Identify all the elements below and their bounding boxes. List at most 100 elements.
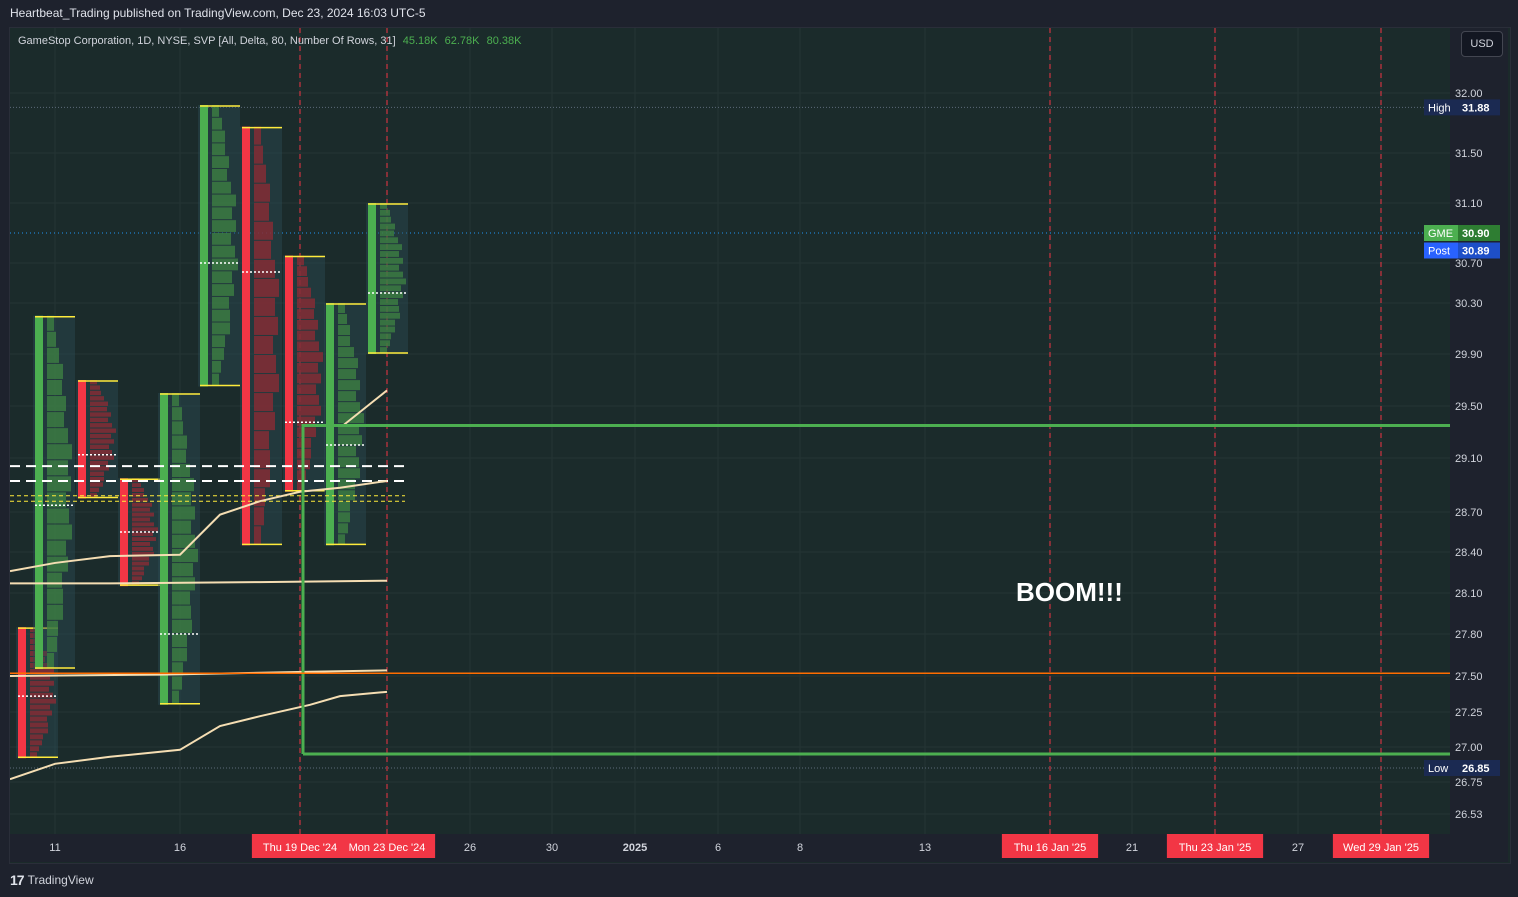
profile-bar — [172, 605, 191, 619]
profile-bar — [90, 385, 100, 390]
profile-bar — [338, 391, 356, 402]
profile-bar — [47, 540, 66, 556]
profile-bar — [132, 537, 156, 542]
profile-bar — [90, 433, 111, 439]
profile-bar — [380, 347, 387, 353]
profile-bar — [297, 330, 315, 341]
date-highlight-bg — [338, 834, 436, 858]
price-label-name: GME — [1428, 228, 1453, 240]
profile-bar — [338, 479, 355, 490]
profile-bar — [380, 305, 399, 312]
profile-bar — [380, 230, 394, 237]
date-highlight-label: Thu 23 Jan '25 — [1179, 842, 1251, 854]
profile-bar — [90, 439, 114, 444]
price-tick-label: 29.90 — [1455, 349, 1483, 361]
time-tick-label: 30 — [546, 842, 558, 854]
profile-bar — [212, 245, 235, 258]
profile-bar — [212, 360, 221, 373]
price-tick-label: 30.30 — [1455, 298, 1483, 310]
profile-bar — [254, 259, 275, 278]
price-tick-label: 28.40 — [1455, 547, 1483, 559]
profile-bar — [47, 652, 54, 668]
candle-body — [35, 315, 43, 669]
profile-bar — [338, 325, 350, 336]
profile-bar — [338, 523, 348, 534]
profile-bar — [132, 551, 154, 556]
profile-bar — [90, 493, 97, 498]
profile-bar — [297, 384, 316, 395]
profile-bar — [30, 692, 53, 698]
profile-bar — [30, 704, 50, 710]
profile-bar — [254, 355, 276, 374]
profile-bar — [254, 374, 279, 393]
profile-bar — [338, 468, 360, 479]
profile-bar — [90, 417, 108, 423]
profile-bar — [30, 752, 37, 758]
profile-bar — [172, 690, 179, 704]
profile-bar — [90, 396, 104, 401]
moving-average-line — [342, 389, 388, 427]
price-label-tag — [1424, 99, 1458, 116]
price-label-tag — [1424, 225, 1458, 241]
profile-bar — [47, 428, 68, 444]
profile-bar — [297, 373, 321, 384]
profile-bar — [172, 548, 198, 563]
profile-bar — [380, 271, 403, 278]
legend-volume-3: 80.38K — [486, 35, 522, 47]
profile-bar — [47, 347, 59, 363]
legend-volume-2: 62.78K — [444, 35, 480, 47]
profile-bar — [132, 566, 144, 571]
profile-bar — [172, 435, 187, 449]
candle-body — [160, 393, 168, 705]
profile-bar — [254, 412, 275, 431]
profile-bar — [297, 352, 323, 362]
moving-average-line — [10, 690, 388, 781]
profile-bar — [212, 220, 236, 232]
profile-bar — [297, 276, 308, 287]
profile-bar — [172, 421, 183, 435]
currency-button[interactable]: USD — [1461, 31, 1503, 57]
price-label-name: High — [1428, 102, 1451, 114]
candle-body — [18, 627, 26, 759]
profile-bar — [132, 517, 150, 522]
profile-bar — [338, 512, 350, 523]
profile-bar — [380, 299, 398, 305]
date-highlight-label: Thu 16 Jan '25 — [1014, 842, 1086, 854]
time-tick-label: 13 — [919, 842, 931, 854]
profile-bar — [338, 402, 360, 413]
date-highlight-bg — [1001, 834, 1099, 858]
profile-bar — [47, 572, 62, 588]
profile-bar — [297, 309, 314, 319]
profile-bar — [90, 423, 112, 428]
profile-bar — [90, 460, 108, 466]
profile-bar — [297, 427, 316, 438]
profile-bar — [254, 202, 269, 221]
profile-bar — [254, 450, 270, 469]
profile-bar — [172, 648, 187, 662]
profile-bar — [30, 680, 54, 686]
profile-bar — [47, 315, 54, 331]
profile-bar — [132, 556, 149, 561]
profile-bar — [212, 143, 225, 156]
profile-bar — [172, 633, 187, 648]
time-tick-label: 6 — [715, 842, 721, 854]
profile-bar — [254, 526, 261, 545]
price-chart[interactable]: BOOM!!! 32.00 31.50 31.10 30.70 30.30 29.90 29.… — [10, 28, 1508, 862]
profile-bar — [254, 240, 271, 259]
profile-bar — [297, 266, 307, 276]
profile-bar — [338, 501, 350, 512]
profile-bar — [297, 298, 315, 309]
time-tick-label: 21 — [1126, 842, 1138, 854]
profile-bar — [47, 444, 72, 460]
price-label-name: Post — [1428, 246, 1450, 258]
profile-bar — [30, 728, 48, 734]
profile-bar — [30, 734, 43, 740]
profile-bar — [297, 362, 318, 373]
profile-bar — [172, 676, 182, 690]
profile-bar — [132, 561, 149, 566]
profile-bar — [212, 322, 230, 335]
moving-average-line — [10, 479, 388, 573]
profile-bar — [212, 207, 232, 220]
profile-bar — [380, 319, 395, 326]
profile-bar — [380, 285, 401, 292]
